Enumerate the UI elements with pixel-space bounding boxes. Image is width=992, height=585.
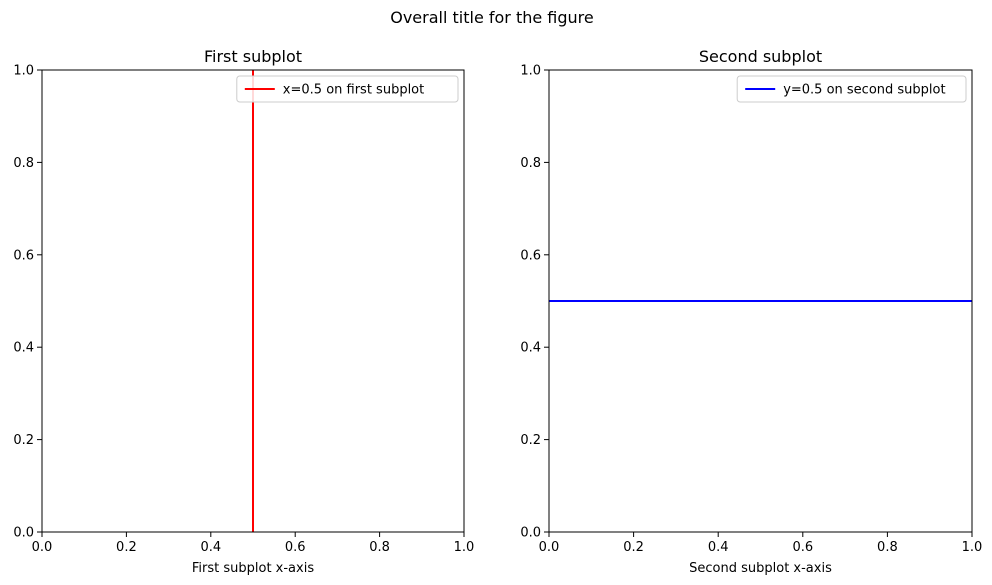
subplot-2-y-tick-label: 0.6: [520, 248, 541, 263]
subplot-2-y-tick-label: 0.8: [520, 156, 541, 171]
subplot-1-x-tick-label: 0.0: [32, 540, 53, 555]
subplot-2-axes-frame: [548, 69, 973, 533]
subplot-2-x-axis-label: Second subplot x-axis: [689, 561, 832, 576]
subplot-1-y-tick-label: 0.2: [13, 433, 34, 448]
subplot-2-y-tick-label: 1.0: [520, 64, 541, 79]
subplot-1-y-tick-label: 0.4: [13, 341, 34, 356]
subplot-1-legend-box: [236, 75, 459, 103]
subplot-2: 0.0 0.2 0.4 0.6 0.8 1.0 0.0 0.2 0.4 0.6 0.8 1.0 Seco…: [520, 47, 982, 576]
subplot-2-legend-box: [736, 75, 967, 103]
subplot-1-x-tick-label: 0.6: [285, 540, 306, 555]
subplot-1-x-tick-label: 1.0: [454, 540, 475, 555]
subplot-2-x-tick-label: 0.6: [792, 540, 813, 555]
subplot-2-legend: y=0.5 on second subplot: [736, 75, 967, 103]
subplot-1-legend: x=0.5 on first subplot: [236, 75, 459, 103]
subplot-1-axes-frame: [41, 69, 465, 533]
subplot-1-y-tick-label: 0.0: [13, 526, 34, 541]
subplot-2-x-tick-label: 0.4: [708, 540, 729, 555]
subplot-2-x-tick-label: 1.0: [962, 540, 983, 555]
subplot-1-y-tick-label: 1.0: [13, 64, 34, 79]
subplot-2-x-tick-label: 0.0: [539, 540, 560, 555]
subplot-1-x-axis-label: First subplot x-axis: [192, 561, 314, 576]
subplot-2-y-tick-label: 0.0: [520, 526, 541, 541]
subplot-2-legend-label: y=0.5 on second subplot: [783, 83, 945, 98]
subplot-1-y-tick-label: 0.8: [13, 156, 34, 171]
subplot-2-y-tick-label: 0.4: [520, 341, 541, 356]
subplot-1-legend-label: x=0.5 on first subplot: [283, 83, 424, 98]
figure-title: Overall title for the figure: [390, 8, 594, 27]
subplot-2-x-tick-label: 0.2: [623, 540, 644, 555]
subplot-1-x-tick-label: 0.2: [116, 540, 137, 555]
subplot-1-x-tick-label: 0.4: [200, 540, 221, 555]
subplot-1-title: First subplot: [204, 47, 302, 66]
subplot-1-y-tick-label: 0.6: [13, 248, 34, 263]
subplot-2-x-tick-label: 0.8: [877, 540, 898, 555]
subplot-1-x-tick-label: 0.8: [369, 540, 390, 555]
subplot-2-y-tick-label: 0.2: [520, 433, 541, 448]
subplot-2-title: Second subplot: [699, 47, 822, 66]
subplot-1: 0.0 0.2 0.4 0.6 0.8 1.0 0.0 0.2 0.4 0.6 0.8 1.0 Firs…: [13, 47, 474, 576]
